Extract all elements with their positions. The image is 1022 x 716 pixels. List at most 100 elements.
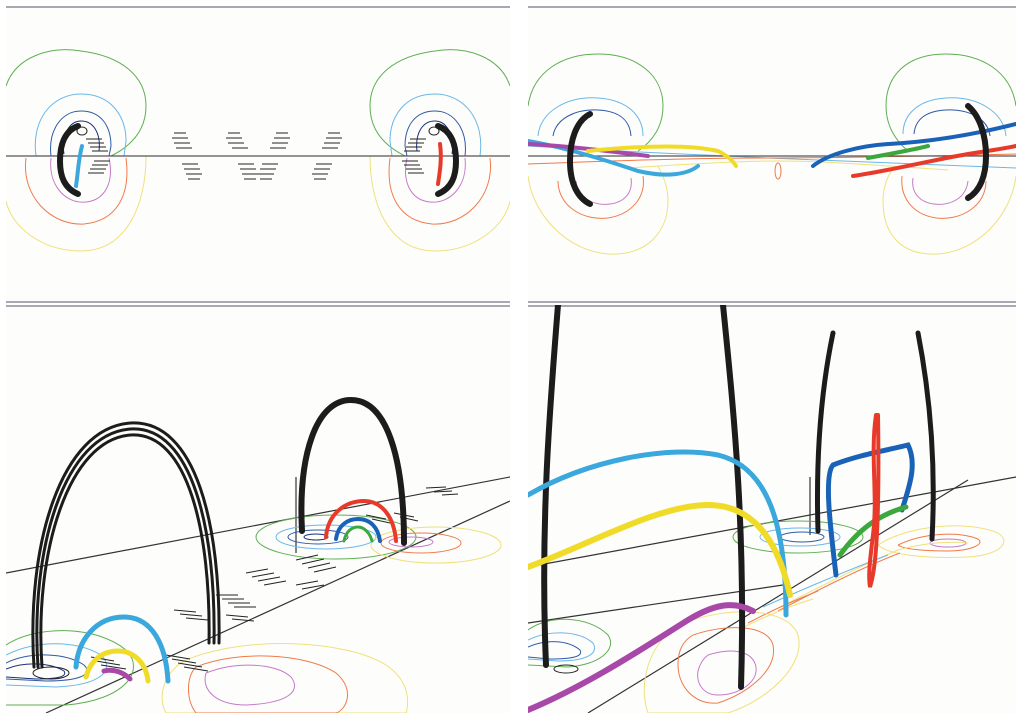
- footpoint-right: [428, 126, 440, 136]
- field-line-blue: [825, 442, 915, 578]
- flux-rope-right: [965, 103, 990, 201]
- arrow-column: [258, 132, 290, 180]
- contour-ring: [388, 536, 434, 548]
- contour-positive-mid: [34, 93, 127, 157]
- velocity-arrow: [231, 618, 255, 622]
- arrow-cluster: [90, 654, 209, 672]
- velocity-arrow: [177, 662, 203, 668]
- sheet-contour: [747, 590, 819, 624]
- contour-negative-mid: [24, 157, 128, 225]
- arrow-column: [226, 132, 258, 180]
- flux-rope-left: [56, 123, 81, 197]
- sheet-contour: [737, 598, 814, 631]
- panel-bottom-right: [528, 305, 1016, 713]
- velocity-arrow: [173, 609, 197, 613]
- contour-positive-outer: [369, 49, 510, 157]
- field-line-yellow: [83, 648, 151, 684]
- panel-top-right-canvas: [528, 6, 1016, 303]
- contour-positive-outer: [528, 53, 664, 152]
- footpoint-left: [76, 126, 88, 136]
- arrow-column: [402, 138, 426, 174]
- arrow-cluster: [425, 486, 459, 496]
- sheet-contour: [777, 552, 901, 612]
- field-line-cyan: [74, 144, 84, 188]
- contour-positive-mid: [537, 97, 644, 137]
- field-line-cyan: [528, 449, 789, 618]
- field-line-green: [866, 144, 930, 160]
- panel-background: [528, 6, 1016, 303]
- null-point: [774, 162, 782, 180]
- contour-positive-inner: [913, 109, 991, 137]
- footpoint-ring: [32, 666, 70, 680]
- field-line-yellow: [586, 144, 738, 168]
- arrow-column: [172, 132, 202, 180]
- velocity-arrow-field: [86, 132, 426, 180]
- contour-ring: [370, 526, 502, 564]
- flux-rope-near: [31, 421, 221, 669]
- velocity-arrow: [100, 664, 127, 670]
- velocity-arrow: [371, 518, 391, 524]
- contour-negative-inner: [50, 157, 111, 203]
- panel-bottom-right-canvas: [528, 305, 1016, 713]
- contour-ring: [275, 524, 377, 550]
- sheet-contour: [767, 541, 969, 614]
- contour-negative-inner: [405, 157, 466, 203]
- contour-ring: [161, 643, 409, 713]
- contour-ring: [732, 520, 864, 554]
- velocity-arrow: [251, 572, 275, 578]
- panel-background: [6, 6, 510, 303]
- floor-edge-back: [6, 476, 510, 574]
- contour-positive-inner: [50, 110, 112, 157]
- contour-ring: [188, 655, 348, 713]
- contour-negative-outer: [6, 155, 147, 252]
- contour-negative-outer: [369, 155, 510, 252]
- contour-ring: [877, 525, 1005, 558]
- contour-positive-outer: [885, 53, 1016, 152]
- contour-ring: [6, 654, 88, 682]
- sheet-contour: [627, 160, 949, 171]
- field-line-green: [342, 525, 374, 543]
- flux-rope-left: [541, 305, 746, 690]
- contour-group-left: [6, 49, 147, 252]
- field-line-red: [851, 144, 1016, 178]
- flux-rope-strand: [39, 433, 211, 669]
- velocity-arrow: [301, 558, 325, 565]
- contour-negative-outer: [882, 167, 1016, 255]
- velocity-arrow: [441, 493, 459, 496]
- field-line-red: [436, 142, 443, 186]
- panel-bottom-left: [6, 305, 510, 713]
- field-line-blue: [811, 122, 1016, 168]
- contour-ring: [677, 627, 774, 704]
- contour-positive-mid: [902, 97, 1007, 137]
- contour-positive-inner: [552, 109, 632, 137]
- contour-negative-inner: [912, 177, 969, 205]
- velocity-arrow: [365, 514, 387, 520]
- velocity-arrow: [307, 562, 331, 569]
- panel-top-left-canvas: [6, 6, 510, 303]
- contour-negative-mid: [557, 175, 644, 219]
- velocity-arrow: [165, 654, 191, 660]
- contour-ring: [528, 618, 611, 668]
- contour-negative-outer: [528, 165, 669, 255]
- contour-group-far: [255, 514, 502, 564]
- arrow-cluster: [245, 568, 325, 590]
- contour-ring: [380, 532, 462, 554]
- velocity-arrow: [225, 614, 249, 618]
- contour-ring: [697, 650, 757, 696]
- arrow-cluster: [173, 609, 255, 622]
- field-line-purple: [101, 667, 133, 682]
- arrow-cluster: [295, 554, 337, 573]
- panel-background: [6, 305, 510, 713]
- velocity-arrow: [171, 658, 197, 664]
- field-line-purple: [528, 142, 650, 158]
- contour-group-right: [369, 49, 510, 252]
- field-line-blue: [334, 516, 382, 543]
- flux-rope-strand: [298, 396, 407, 546]
- flux-rope-strand: [31, 421, 221, 669]
- panel-top-left: [6, 6, 510, 303]
- arrow-column: [312, 132, 342, 180]
- contour-positive-mid: [389, 93, 482, 157]
- field-line-yellow: [528, 501, 793, 598]
- panel-bottom-left-canvas: [6, 305, 510, 713]
- current-sheet-contours: [737, 541, 969, 631]
